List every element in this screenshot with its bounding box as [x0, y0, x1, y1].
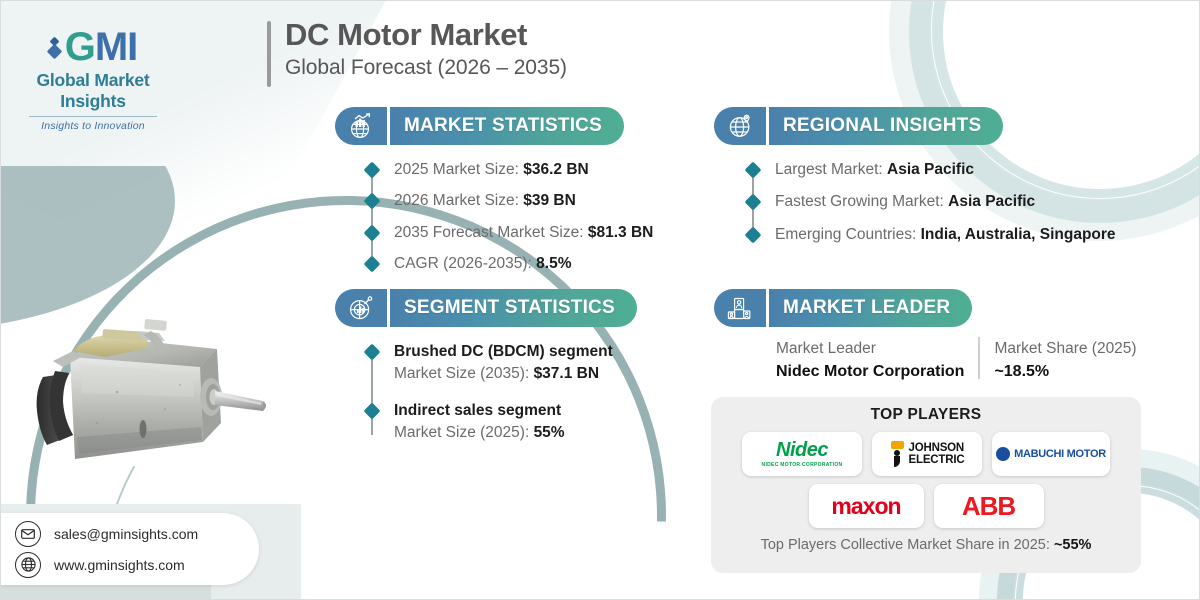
player-logo-abb: ABB [933, 484, 1044, 528]
list-item: 2026 Market Size: $39 BN [363, 190, 696, 212]
list-spine [371, 169, 373, 266]
contact-email-text: sales@gminsights.com [54, 525, 199, 542]
market-leader-details: Market Leader Nidec Motor Corporation Ma… [776, 337, 1137, 383]
bullet-diamond-icon [363, 402, 381, 420]
envelope-icon [15, 520, 41, 547]
player-logo-maxon-text: maxon [831, 492, 901, 519]
top-players-row-2: maxon ABB [808, 484, 1044, 528]
list-item: 2025 Market Size: $36.2 BN [363, 159, 696, 181]
list-regional-insights: Largest Market: Asia Pacific Fastest Gro… [744, 159, 1187, 246]
list-item-text: Largest Market: Asia Pacific [775, 161, 975, 178]
market-leader-name-column: Market Leader Nidec Motor Corporation [776, 337, 964, 383]
page-subtitle: Global Forecast (2026 – 2035) [285, 55, 567, 79]
logo-mark: GMI [13, 27, 173, 67]
company-logo: GMI Global Market Insights Insights to I… [13, 27, 173, 132]
bullet-diamond-icon [363, 255, 381, 273]
player-logo-mabuchi-text: MABUCHI MOTOR [1014, 448, 1106, 460]
mabuchi-mark-icon [996, 447, 1011, 461]
section-header-market-statistics: MARKET STATISTICS [335, 107, 624, 145]
logo-company-name: Global Market Insights [36, 70, 150, 111]
section-title-regional-insights: REGIONAL INSIGHTS [783, 115, 982, 136]
leader-divider [978, 337, 981, 379]
section-title-segment-statistics: SEGMENT STATISTICS [404, 297, 615, 318]
list-item-text: CAGR (2026-2035): 8.5% [394, 255, 572, 273]
player-logo-nidec-subtext: NIDEC MOTOR CORPORATION [761, 462, 843, 468]
contact-website-text: www.gminsights.com [54, 556, 185, 573]
list-item: Largest Market: Asia Pacific [744, 159, 1187, 181]
player-logo-mabuchi-motor: MABUCHI MOTOR [992, 432, 1110, 476]
player-logo-nidec: Nidec NIDEC MOTOR CORPORATION [742, 432, 862, 476]
bullet-diamond-icon [363, 161, 381, 179]
list-item-text: 2025 Market Size: $36.2 BN [394, 161, 589, 178]
section-title-bar: SEGMENT STATISTICS [390, 289, 637, 327]
section-title-bar: MARKET LEADER [769, 289, 973, 327]
bullet-diamond-icon [744, 226, 762, 244]
player-logo-nidec-wordmark: Nidec [776, 439, 828, 461]
globe-icon [15, 551, 41, 578]
top-players-panel: TOP PLAYERS Nidec NIDEC MOTOR CORPORATIO… [711, 397, 1141, 573]
bullet-diamond-icon [744, 161, 762, 179]
list-market-statistics: 2025 Market Size: $36.2 BN 2026 Market S… [363, 159, 696, 276]
top-players-title: TOP PLAYERS [870, 406, 982, 423]
bullet-diamond-icon [744, 193, 762, 211]
logo-wordmark: GMI [64, 25, 139, 69]
list-item-text: Emerging Countries: India, Australia, Si… [775, 225, 1116, 243]
bullet-diamond-icon [363, 224, 381, 242]
player-logo-johnson-text: JOHNSON ELECTRIC [908, 441, 965, 466]
contact-email-row[interactable]: sales@gminsights.com [15, 520, 259, 547]
market-share-column: Market Share (2025) ~18.5% [994, 337, 1136, 383]
page-title-block: DC Motor Market Global Forecast (2026 – … [267, 17, 567, 87]
list-item: Fastest Growing Market: Asia Pacific [744, 191, 1187, 213]
top-players-footer: Top Players Collective Market Share in 2… [760, 537, 1092, 553]
list-item-text: 2035 Forecast Market Size: $81.3 BN [394, 223, 654, 241]
contact-website-row[interactable]: www.gminsights.com [15, 551, 259, 578]
contact-bar: sales@gminsights.com www.gminsights.com [1, 513, 259, 585]
list-item-text: Brushed DC (BDCM) segment Market Size (2… [394, 343, 613, 383]
section-header-market-leader: MARKET LEADER [714, 289, 973, 327]
market-leader-label: Market Leader [776, 340, 876, 357]
list-item: Emerging Countries: India, Australia, Si… [744, 224, 1187, 246]
list-item-text: Fastest Growing Market: Asia Pacific [775, 193, 1036, 211]
section-header-regional-insights: REGIONAL INSIGHTS [714, 107, 1004, 145]
player-logo-abb-text: ABB [961, 490, 1016, 521]
globe-pin-icon [714, 107, 766, 145]
market-leader-value: Nidec Motor Corporation [776, 363, 965, 381]
list-item: Brushed DC (BDCM) segment Market Size (2… [363, 341, 696, 386]
title-accent-bar [267, 21, 271, 87]
target-analytics-icon [335, 289, 387, 327]
player-logo-maxon: maxon [808, 484, 924, 528]
top-players-row-1: Nidec NIDEC MOTOR CORPORATION JOHNSON ELE… [742, 432, 1110, 476]
list-item: CAGR (2026-2035): 8.5% [363, 253, 696, 275]
bullet-diamond-icon [363, 192, 381, 210]
globe-bar-chart-icon [335, 107, 387, 145]
logo-tagline: Insights to Innovation [41, 120, 145, 132]
market-share-label: Market Share (2025) [994, 340, 1137, 357]
section-header-segment-statistics: SEGMENT STATISTICS [335, 289, 637, 327]
section-title-bar: MARKET STATISTICS [390, 107, 624, 145]
list-segment-statistics: Brushed DC (BDCM) segment Market Size (2… [363, 341, 696, 445]
logo-divider [29, 116, 157, 117]
list-item: 2035 Forecast Market Size: $81.3 BN [363, 222, 696, 244]
section-title-market-statistics: MARKET STATISTICS [404, 115, 602, 136]
market-share-value: ~18.5% [994, 363, 1050, 381]
player-logo-johnson-electric: JOHNSON ELECTRIC [872, 432, 982, 476]
johnson-electric-mark-icon [890, 441, 905, 467]
list-item-text: Indirect sales segment Market Size (2025… [394, 401, 565, 442]
bullet-diamond-icon [363, 343, 381, 361]
list-item-text: 2026 Market Size: $39 BN [394, 192, 576, 210]
podium-leader-icon [714, 289, 766, 327]
logo-diamond-icon [46, 36, 62, 59]
dc-motor-product-image [25, 297, 295, 497]
page-title: DC Motor Market [285, 17, 528, 52]
section-title-market-leader: MARKET LEADER [783, 297, 951, 318]
list-spine [371, 351, 373, 435]
section-title-bar: REGIONAL INSIGHTS [769, 107, 1004, 145]
list-item: Indirect sales segment Market Size (2025… [363, 400, 696, 445]
